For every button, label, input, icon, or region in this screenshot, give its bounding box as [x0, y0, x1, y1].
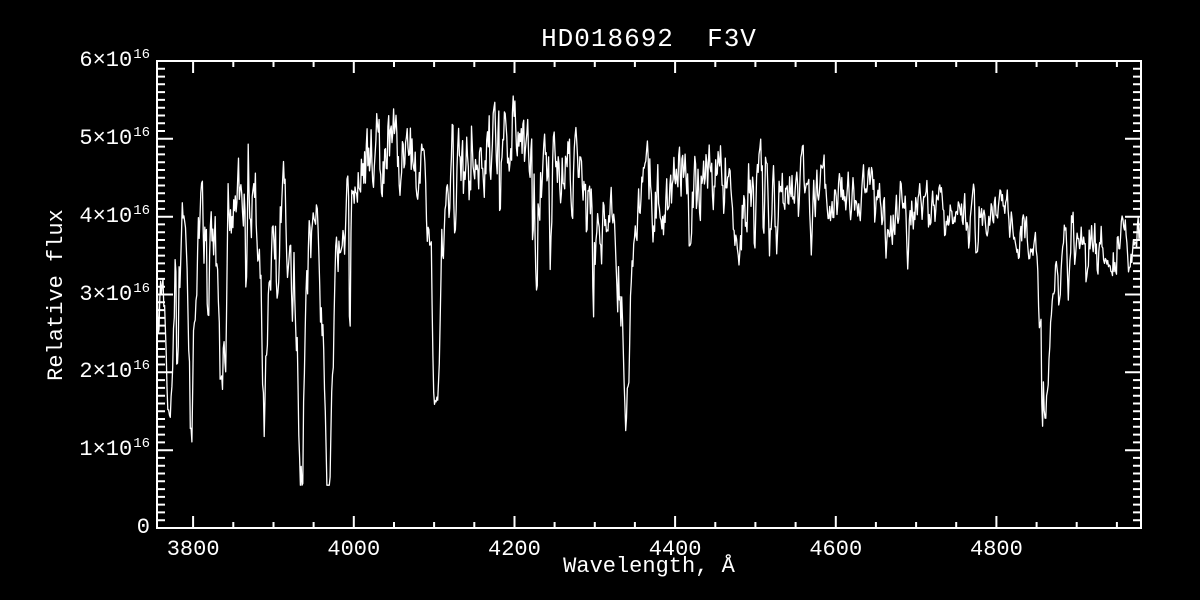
x-axis-title: Wavelength, Å	[563, 554, 735, 579]
y-tick-label-4: 4×1016	[79, 202, 150, 229]
chart-title: HD018692 F3V	[541, 24, 757, 54]
y-tick-exponent: 16	[133, 124, 150, 141]
y-tick-base: 0	[136, 514, 150, 540]
spectrum-trace	[156, 95, 1142, 486]
y-tick-exponent: 16	[133, 202, 150, 219]
y-tick-exponent: 16	[133, 46, 150, 63]
y-tick-label-3: 3×1016	[79, 280, 150, 307]
y-axis-title: Relative flux	[43, 209, 69, 381]
y-tick-label-5: 5×1016	[79, 124, 150, 151]
y-tick-label-6: 6×1016	[79, 46, 150, 73]
x-tick-label-4000: 4000	[327, 537, 381, 562]
y-tick-base: 3×10	[79, 281, 133, 307]
y-tick-base: 5×10	[79, 125, 133, 151]
y-tick-exponent: 16	[133, 436, 150, 453]
axis-ticks	[157, 60, 1141, 529]
y-tick-label-0: 0	[136, 514, 150, 540]
plot-frame	[156, 60, 1142, 529]
x-tick-label-4800: 4800	[970, 537, 1023, 562]
x-tick-label-3800: 3800	[166, 537, 220, 562]
x-tick-label-4200: 4200	[488, 537, 541, 562]
y-tick-exponent: 16	[133, 280, 150, 297]
y-tick-base: 4×10	[79, 203, 133, 229]
y-tick-base: 2×10	[79, 359, 133, 385]
x-tick-label-4600: 4600	[809, 537, 863, 562]
y-tick-label-1: 1×1016	[79, 436, 150, 463]
y-tick-base: 6×10	[79, 47, 133, 73]
y-tick-base: 1×10	[79, 437, 133, 463]
y-tick-exponent: 16	[133, 358, 150, 375]
y-tick-label-2: 2×1016	[79, 358, 150, 385]
x-tick-label-4400: 4400	[648, 537, 702, 562]
